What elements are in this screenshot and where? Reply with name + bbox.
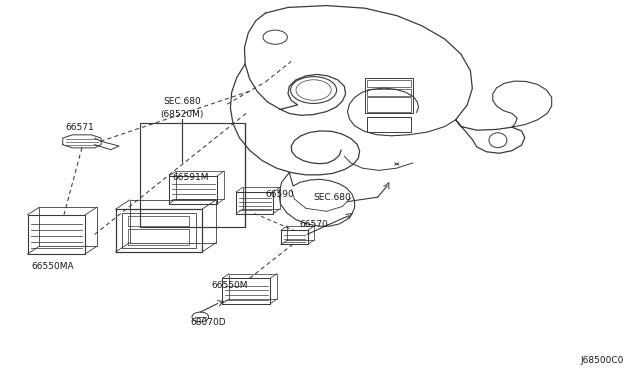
Bar	[367, 117, 411, 132]
Text: 68070D: 68070D	[191, 318, 227, 327]
Bar	[367, 89, 411, 96]
Text: J68500C0: J68500C0	[580, 356, 624, 365]
Text: 66571: 66571	[66, 123, 94, 132]
Bar	[367, 97, 411, 112]
Text: SEC.680: SEC.680	[314, 193, 351, 202]
Text: 66591M: 66591M	[172, 173, 209, 182]
Text: 66550M: 66550M	[211, 281, 248, 290]
Text: 66550MA: 66550MA	[31, 262, 74, 271]
Text: 66590: 66590	[266, 190, 294, 199]
Bar	[367, 80, 411, 87]
Text: (68520M): (68520M)	[161, 110, 204, 119]
Bar	[140, 123, 245, 227]
Text: 66570: 66570	[300, 220, 328, 229]
Bar	[365, 78, 413, 113]
Text: SEC.680: SEC.680	[164, 97, 201, 106]
